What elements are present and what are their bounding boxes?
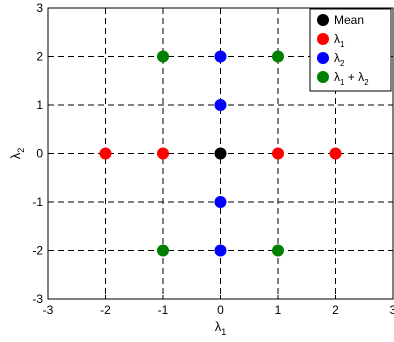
legend-label: Mean xyxy=(334,13,364,27)
y-tick-label: -1 xyxy=(32,195,43,209)
x-tick-label: -1 xyxy=(158,303,169,317)
data-point xyxy=(272,50,284,63)
y-tick-label: -3 xyxy=(32,292,43,306)
data-point xyxy=(214,244,227,257)
y-tick-label: 0 xyxy=(36,147,43,161)
y-label-subscript: 2 xyxy=(16,148,26,153)
data-point xyxy=(157,50,169,63)
data-point xyxy=(99,147,112,160)
x-tick-label: -3 xyxy=(43,303,54,317)
legend-marker xyxy=(317,71,329,83)
data-point xyxy=(214,99,227,111)
legend-marker xyxy=(317,52,329,64)
data-points xyxy=(99,50,342,257)
y-tick-label: -2 xyxy=(32,244,43,258)
x-tick-label: 2 xyxy=(332,303,339,317)
data-point xyxy=(272,147,284,160)
x-label-subscript: 1 xyxy=(221,327,226,337)
data-point xyxy=(157,244,169,257)
data-point xyxy=(272,244,284,257)
data-point xyxy=(214,196,227,208)
x-tick-label: 3 xyxy=(390,303,394,317)
y-axis-label: λ2 xyxy=(8,148,26,160)
data-point xyxy=(214,50,227,63)
y-tick-label: 2 xyxy=(36,50,43,64)
legend-label: λ2 xyxy=(334,51,345,68)
data-point xyxy=(329,147,342,160)
data-point xyxy=(214,147,227,160)
legend: Mean λ1 λ2 λ1 + λ2 xyxy=(309,8,392,92)
legend-label: λ1 + λ2 xyxy=(334,70,369,87)
y-label-symbol: λ xyxy=(8,152,23,159)
x-axis-label: λ1 xyxy=(215,319,227,337)
data-point xyxy=(157,147,169,160)
legend-label: λ1 xyxy=(334,32,345,49)
axis-ticks: -3 -2 -1 0 1 2 3 -3 -2 -1 0 1 2 3 xyxy=(32,1,394,317)
x-tick-label: -2 xyxy=(100,303,111,317)
x-tick-label: 1 xyxy=(275,303,282,317)
legend-marker xyxy=(317,33,329,45)
y-tick-label: 3 xyxy=(36,1,43,15)
y-tick-label: 1 xyxy=(36,98,43,112)
x-label-symbol: λ xyxy=(215,319,222,334)
x-tick-label: 0 xyxy=(217,303,224,317)
legend-marker xyxy=(317,14,329,26)
